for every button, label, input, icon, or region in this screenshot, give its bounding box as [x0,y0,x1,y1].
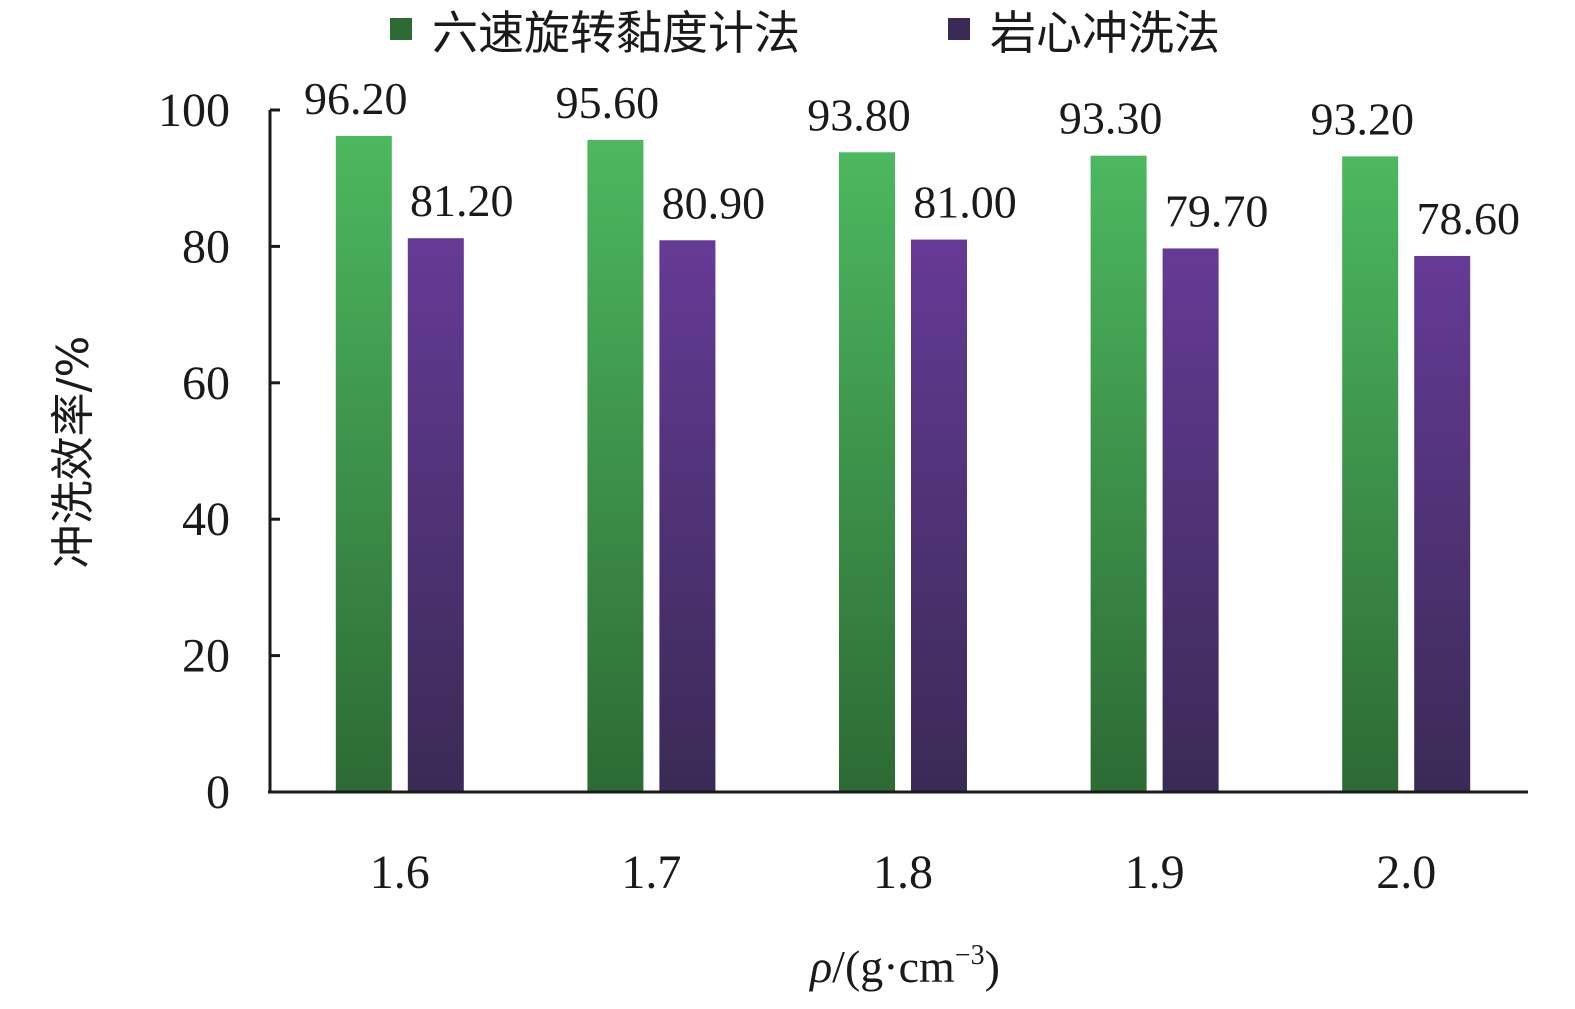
x-axis-title-close: ) [985,941,1000,992]
y-axis-title: 冲洗效率/% [48,336,99,569]
data-label-series-2-1.9: 79.70 [1165,185,1269,236]
y-ticks: 0 20 40 60 80 100 [158,84,280,819]
x-tick-label-2.0: 2.0 [1376,846,1436,899]
data-label-series-1-2.0: 93.20 [1310,93,1414,144]
x-axis: 1.6 1.7 1.8 1.9 2.0 [268,790,1528,899]
data-label-series-1-1.7: 95.60 [556,77,660,128]
x-tick-label-1.8: 1.8 [873,846,933,899]
bars [335,135,1471,793]
y-tick-label-100: 100 [158,84,230,137]
data-label-series-1-1.9: 93.30 [1059,93,1163,144]
x-tick-label-1.6: 1.6 [370,846,430,899]
legend-label-series-2: 岩心冲洗法 [990,6,1220,60]
bar-series-1-1.6 [335,135,392,792]
x-axis-title-exponent: −3 [955,940,985,971]
bar-series-2-1.7 [659,240,716,793]
data-label-series-1-1.6: 96.20 [304,73,408,124]
legend-swatch-series-1 [390,18,412,40]
legend: 六速旋转黏度计法 岩心冲洗法 [390,6,1220,60]
data-label-series-2-1.7: 80.90 [662,177,766,228]
bar-series-2-1.6 [407,238,464,792]
bar-series-1-1.7 [587,140,644,792]
x-axis-title-unit: /(g·cm [832,941,955,992]
y-tick-label-20: 20 [182,630,230,683]
data-label-series-2-1.6: 81.20 [410,175,514,226]
y-axis: 0 20 40 60 80 100 [158,84,280,819]
y-tick-label-80: 80 [182,220,230,273]
y-tick-label-0: 0 [206,766,230,819]
legend-swatch-series-2 [948,18,970,40]
bar-series-1-2.0 [1342,156,1399,793]
bar-series-1-1.9 [1090,155,1147,793]
bar-series-2-1.8 [911,239,967,792]
bar-series-2-1.9 [1162,248,1219,793]
data-label-series-2-2.0: 78.60 [1416,193,1520,244]
x-axis-title-symbol: ρ [808,941,832,992]
x-tick-label-1.7: 1.7 [621,846,681,899]
legend-label-series-1: 六速旋转黏度计法 [432,6,800,60]
x-tick-label-1.9: 1.9 [1125,846,1185,899]
x-ticks: 1.6 1.7 1.8 1.9 2.0 [370,846,1436,899]
bar-series-2-2.0 [1414,255,1471,792]
data-label-series-2-1.8: 81.00 [913,177,1017,228]
x-axis-title: ρ/(g·cm−3) [808,940,1000,992]
y-tick-label-60: 60 [182,357,230,410]
bar-series-1-1.8 [839,152,895,792]
data-label-series-1-1.8: 93.80 [807,89,911,140]
y-tick-label-40: 40 [182,493,230,546]
